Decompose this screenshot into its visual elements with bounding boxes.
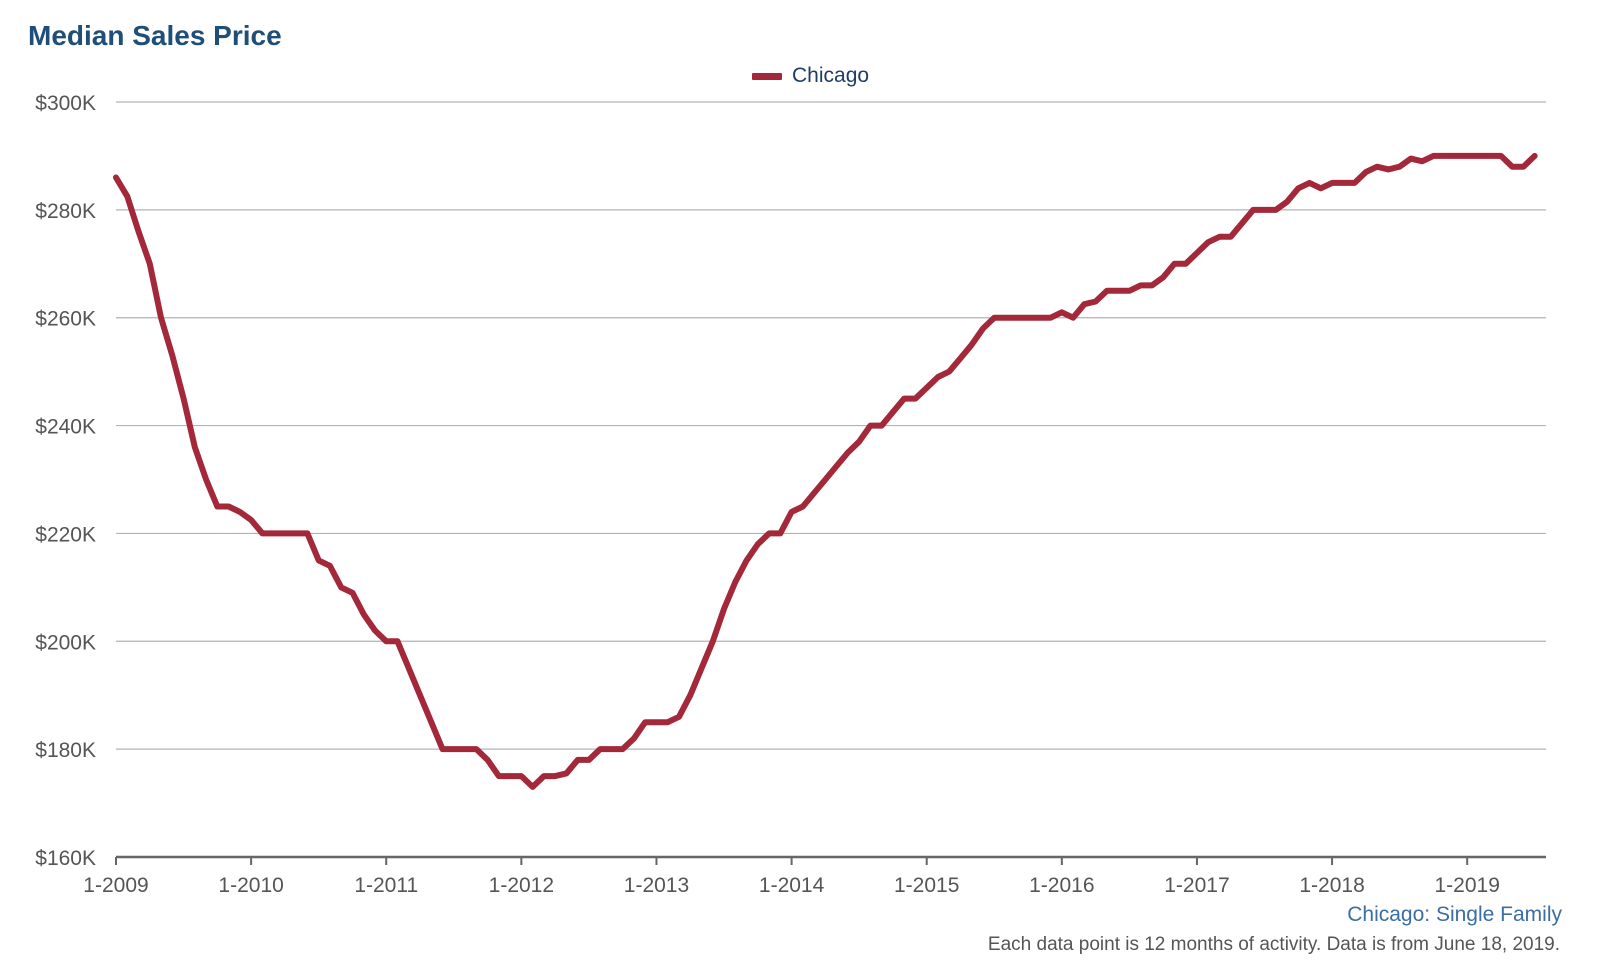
y-axis-ticks: $160K $180K $200K $220K $240K $260K $280K $300K (35, 92, 96, 870)
grid-lines (116, 101, 1546, 750)
series-line-chicago[interactable] (113, 152, 1538, 790)
x-tick-label: 1-2010 (218, 874, 283, 897)
x-tick-label: 1-2019 (1434, 874, 1499, 897)
data-note: Each data point is 12 months of activity… (987, 934, 1560, 955)
x-tick-label: 1-2016 (1029, 874, 1094, 897)
chart-title: Median Sales Price (28, 20, 282, 51)
x-tick-label: 1-2018 (1299, 874, 1364, 897)
x-tick-label: 1-2014 (759, 874, 825, 897)
x-axis-ticks: 1-2009 1-2010 1-2011 1-2012 1-2013 1-2014 1-20… (83, 857, 1500, 897)
x-tick-label: 1-2009 (83, 874, 148, 897)
legend[interactable]: Chicago (752, 64, 869, 88)
y-tick-label: $240K (35, 416, 96, 439)
y-tick-label: $260K (35, 308, 96, 331)
y-tick-label: $220K (35, 523, 96, 546)
y-tick-label: $200K (35, 631, 96, 654)
x-tick-label: 1-2013 (624, 874, 689, 897)
y-tick-label: $180K (35, 739, 96, 762)
x-tick-label: 1-2015 (894, 874, 959, 897)
legend-label: Chicago (792, 64, 870, 87)
x-tick-label: 1-2017 (1164, 874, 1229, 897)
x-tick-label: 1-2011 (354, 874, 418, 897)
series-layer (113, 152, 1538, 790)
y-tick-label: $300K (35, 92, 96, 115)
legend-swatch (752, 72, 782, 80)
y-tick-label: $160K (35, 847, 96, 870)
y-tick-label: $280K (35, 200, 96, 223)
x-tick-label: 1-2012 (489, 874, 554, 897)
chart-subtitle: Chicago: Single Family (1347, 903, 1562, 926)
